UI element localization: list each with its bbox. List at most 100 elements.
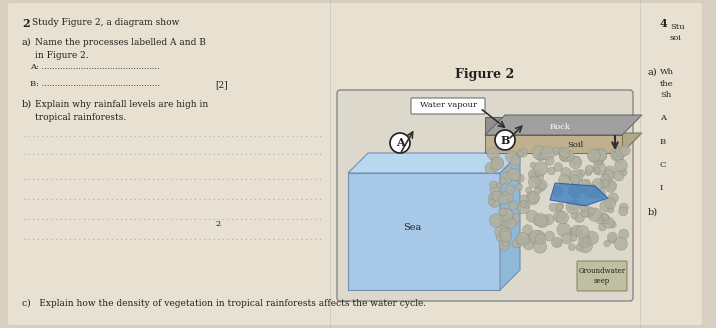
Text: 4: 4 bbox=[660, 18, 668, 29]
Circle shape bbox=[538, 180, 547, 190]
Circle shape bbox=[613, 150, 624, 160]
Circle shape bbox=[533, 215, 543, 226]
Circle shape bbox=[490, 163, 500, 172]
Circle shape bbox=[548, 167, 556, 175]
Text: Wh
the
Sh

A

B

C

I: Wh the Sh A B C I bbox=[660, 68, 674, 192]
Circle shape bbox=[533, 240, 547, 253]
Circle shape bbox=[526, 192, 539, 205]
Circle shape bbox=[582, 237, 589, 243]
Circle shape bbox=[508, 168, 521, 181]
Circle shape bbox=[558, 147, 564, 154]
Circle shape bbox=[601, 174, 610, 184]
Circle shape bbox=[592, 178, 604, 190]
Circle shape bbox=[496, 235, 503, 241]
Circle shape bbox=[571, 225, 583, 237]
Circle shape bbox=[569, 244, 575, 251]
Polygon shape bbox=[485, 115, 642, 135]
Circle shape bbox=[595, 189, 606, 199]
Text: .................................................................: ........................................… bbox=[22, 173, 323, 182]
Circle shape bbox=[607, 182, 616, 190]
FancyBboxPatch shape bbox=[8, 3, 702, 325]
Circle shape bbox=[545, 156, 554, 165]
Circle shape bbox=[596, 217, 604, 224]
Circle shape bbox=[538, 153, 546, 160]
Circle shape bbox=[578, 180, 591, 193]
Circle shape bbox=[500, 172, 512, 184]
Circle shape bbox=[604, 240, 610, 247]
Circle shape bbox=[569, 228, 575, 235]
Circle shape bbox=[567, 229, 574, 236]
Circle shape bbox=[510, 155, 521, 166]
Circle shape bbox=[526, 210, 538, 222]
Circle shape bbox=[528, 176, 541, 188]
Text: .................................................................: ........................................… bbox=[22, 233, 323, 242]
Circle shape bbox=[595, 149, 607, 161]
Circle shape bbox=[608, 207, 614, 213]
Circle shape bbox=[601, 215, 610, 224]
Circle shape bbox=[531, 170, 543, 183]
Circle shape bbox=[534, 162, 548, 175]
Text: Explain why rainfall levels are high in
tropical rainforests.: Explain why rainfall levels are high in … bbox=[35, 100, 208, 121]
Circle shape bbox=[523, 239, 534, 250]
Circle shape bbox=[588, 208, 601, 221]
Text: Groundwater
seep: Groundwater seep bbox=[579, 267, 626, 285]
Circle shape bbox=[590, 189, 599, 198]
Circle shape bbox=[518, 202, 530, 214]
Circle shape bbox=[505, 151, 518, 163]
Polygon shape bbox=[550, 183, 608, 206]
Polygon shape bbox=[485, 117, 622, 135]
Circle shape bbox=[619, 207, 628, 216]
Circle shape bbox=[553, 187, 563, 196]
Circle shape bbox=[544, 231, 554, 241]
Circle shape bbox=[567, 154, 574, 161]
Text: 2: 2 bbox=[22, 18, 29, 29]
Circle shape bbox=[614, 159, 627, 172]
Circle shape bbox=[492, 191, 502, 201]
Circle shape bbox=[603, 217, 614, 228]
Circle shape bbox=[619, 203, 628, 212]
Circle shape bbox=[616, 155, 624, 163]
Polygon shape bbox=[500, 153, 520, 290]
Circle shape bbox=[506, 218, 516, 229]
Circle shape bbox=[566, 200, 579, 214]
Text: Figure 2: Figure 2 bbox=[455, 68, 515, 81]
Circle shape bbox=[510, 213, 520, 223]
Circle shape bbox=[500, 221, 510, 230]
Text: Study Figure 2, a diagram show: Study Figure 2, a diagram show bbox=[32, 18, 180, 27]
Circle shape bbox=[570, 235, 577, 241]
Circle shape bbox=[528, 169, 540, 180]
Circle shape bbox=[569, 203, 576, 211]
Circle shape bbox=[614, 171, 624, 181]
Circle shape bbox=[535, 171, 541, 177]
Circle shape bbox=[603, 170, 614, 181]
Circle shape bbox=[491, 157, 504, 170]
Text: Stu
soi: Stu soi bbox=[670, 23, 684, 42]
Circle shape bbox=[607, 232, 617, 242]
Circle shape bbox=[503, 240, 509, 247]
Circle shape bbox=[495, 130, 515, 150]
Circle shape bbox=[518, 148, 528, 157]
Circle shape bbox=[614, 237, 627, 250]
Circle shape bbox=[563, 151, 574, 161]
Text: c)   Explain how the density of vegetation in tropical rainforests affects the w: c) Explain how the density of vegetation… bbox=[22, 299, 426, 308]
Circle shape bbox=[602, 180, 609, 187]
Circle shape bbox=[536, 182, 546, 192]
Circle shape bbox=[571, 156, 581, 166]
Circle shape bbox=[541, 146, 555, 160]
Text: B: B bbox=[500, 134, 510, 146]
Text: Name the processes labelled A and B
in Figure 2.: Name the processes labelled A and B in F… bbox=[35, 38, 206, 59]
Circle shape bbox=[580, 204, 588, 212]
Circle shape bbox=[593, 156, 601, 165]
Circle shape bbox=[532, 146, 546, 160]
Circle shape bbox=[599, 178, 610, 189]
Circle shape bbox=[489, 214, 503, 227]
Circle shape bbox=[587, 149, 600, 162]
Text: Soil: Soil bbox=[567, 141, 583, 149]
Circle shape bbox=[560, 148, 570, 158]
Circle shape bbox=[505, 185, 515, 194]
Text: .................................................................: ........................................… bbox=[22, 148, 323, 157]
Circle shape bbox=[500, 231, 512, 242]
FancyBboxPatch shape bbox=[337, 90, 633, 301]
Circle shape bbox=[581, 209, 589, 217]
Text: 2: 2 bbox=[215, 220, 221, 228]
